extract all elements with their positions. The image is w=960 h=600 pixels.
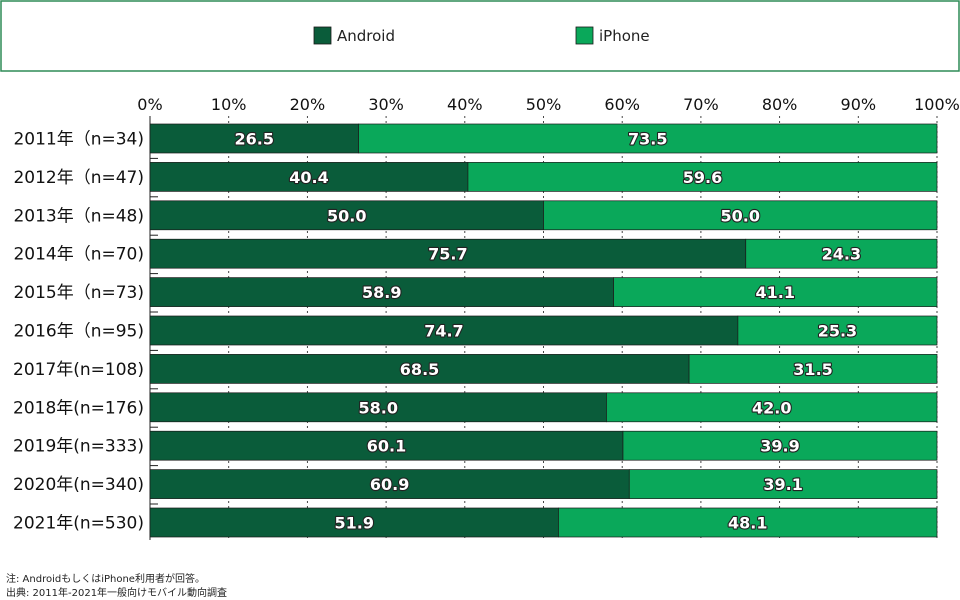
bar-iphone [467,162,938,192]
data-label-iphone: 25.3 [818,322,857,341]
category-label: 2015年（n=73) [13,283,144,303]
bar-android [149,238,747,269]
x-tick-label: 80% [762,95,798,114]
category-label: 2014年（n=70) [13,245,144,265]
data-label-android: 26.5 [235,130,274,149]
x-tick-label: 40% [447,95,483,114]
legend-swatch-android [313,26,332,45]
bar-android [149,123,359,154]
x-tick-label: 100% [914,95,960,114]
bar-android [149,315,739,346]
data-label-iphone: 31.5 [793,360,832,379]
bar-android [149,354,690,384]
bar-iphone [606,392,938,423]
legend-label-android: Android [337,27,395,45]
bar-android [149,507,559,538]
data-label-iphone: 41.1 [756,283,795,302]
category-label: 2016年（n=95) [13,322,144,342]
footnote-source: 出典: 2011年-2021年一般向けモバイル動向調査 [6,588,228,599]
x-tick-label: 30% [368,95,404,114]
data-label-android: 68.5 [400,360,439,379]
bar-iphone [558,507,938,538]
x-tick-label: 70% [683,95,719,114]
bar-iphone [613,277,938,307]
bar-iphone [628,469,938,499]
data-label-android: 60.9 [370,475,409,494]
data-label-android: 58.9 [362,283,401,302]
bar-android [149,392,607,423]
category-label: 2021年(n=530) [13,514,144,534]
bar-iphone [358,123,938,154]
category-label: 2019年(n=333) [13,437,144,457]
bar-iphone [688,354,938,384]
category-label: 2012年（n=47) [13,168,144,188]
category-label: 2011年（n=34) [13,130,144,150]
bar-android [149,277,614,307]
bar-iphone [543,200,938,231]
bar-iphone [745,238,938,269]
data-label-iphone: 39.9 [760,437,799,456]
data-label-android: 58.0 [358,398,397,417]
data-label-iphone: 48.1 [728,514,767,533]
bar-android [149,200,544,231]
footnote-note: 注: AndroidもしくはiPhone利用者が回答。 [6,574,205,585]
x-tick-label: 20% [290,95,326,114]
legend-label-iphone: iPhone [599,27,650,45]
legend-swatch-iphone [575,26,594,45]
data-labels: 26.5 73.5 40.4 59.6 50.0 50.0 75.7 24.3 58.9 41.1… [233,128,862,533]
bar-iphone [622,430,938,461]
x-tick-label: 0% [137,95,162,114]
data-label-android: 40.4 [289,168,328,187]
data-label-android: 51.9 [334,514,373,533]
bars [149,123,938,538]
data-label-iphone: 39.1 [763,475,802,494]
bar-android [149,430,624,461]
category-label: 2020年(n=340) [13,475,144,495]
x-tick-label: 90% [841,95,877,114]
data-label-android: 74.7 [424,322,463,341]
category-label: 2013年（n=48) [13,206,144,226]
data-label-iphone: 50.0 [721,206,760,225]
x-tick-label: 50% [526,95,562,114]
x-tick-label: 60% [604,95,640,114]
bar-android [149,162,469,192]
bar-android [149,469,630,499]
category-label: 2018年(n=176) [13,398,144,418]
data-label-android: 50.0 [327,206,366,225]
data-label-iphone: 42.0 [752,398,791,417]
data-label-iphone: 73.5 [628,130,667,149]
category-label: 2017年(n=108) [13,360,144,380]
category-labels: 2011年（n=34) 2012年（n=47) 2013年（n=48) 2014年（n… [13,130,144,534]
legend: Android iPhone [0,0,960,72]
data-label-android: 75.7 [428,245,467,264]
x-tick-label: 10% [211,95,247,114]
x-axis-ticks: 0% 10% 20% 30% 40% 50% 60% 70% 80% 90% 100% [137,95,960,114]
data-label-iphone: 59.6 [683,168,722,187]
bar-iphone [737,315,938,346]
data-label-android: 60.1 [367,437,406,456]
data-label-iphone: 24.3 [822,245,861,264]
